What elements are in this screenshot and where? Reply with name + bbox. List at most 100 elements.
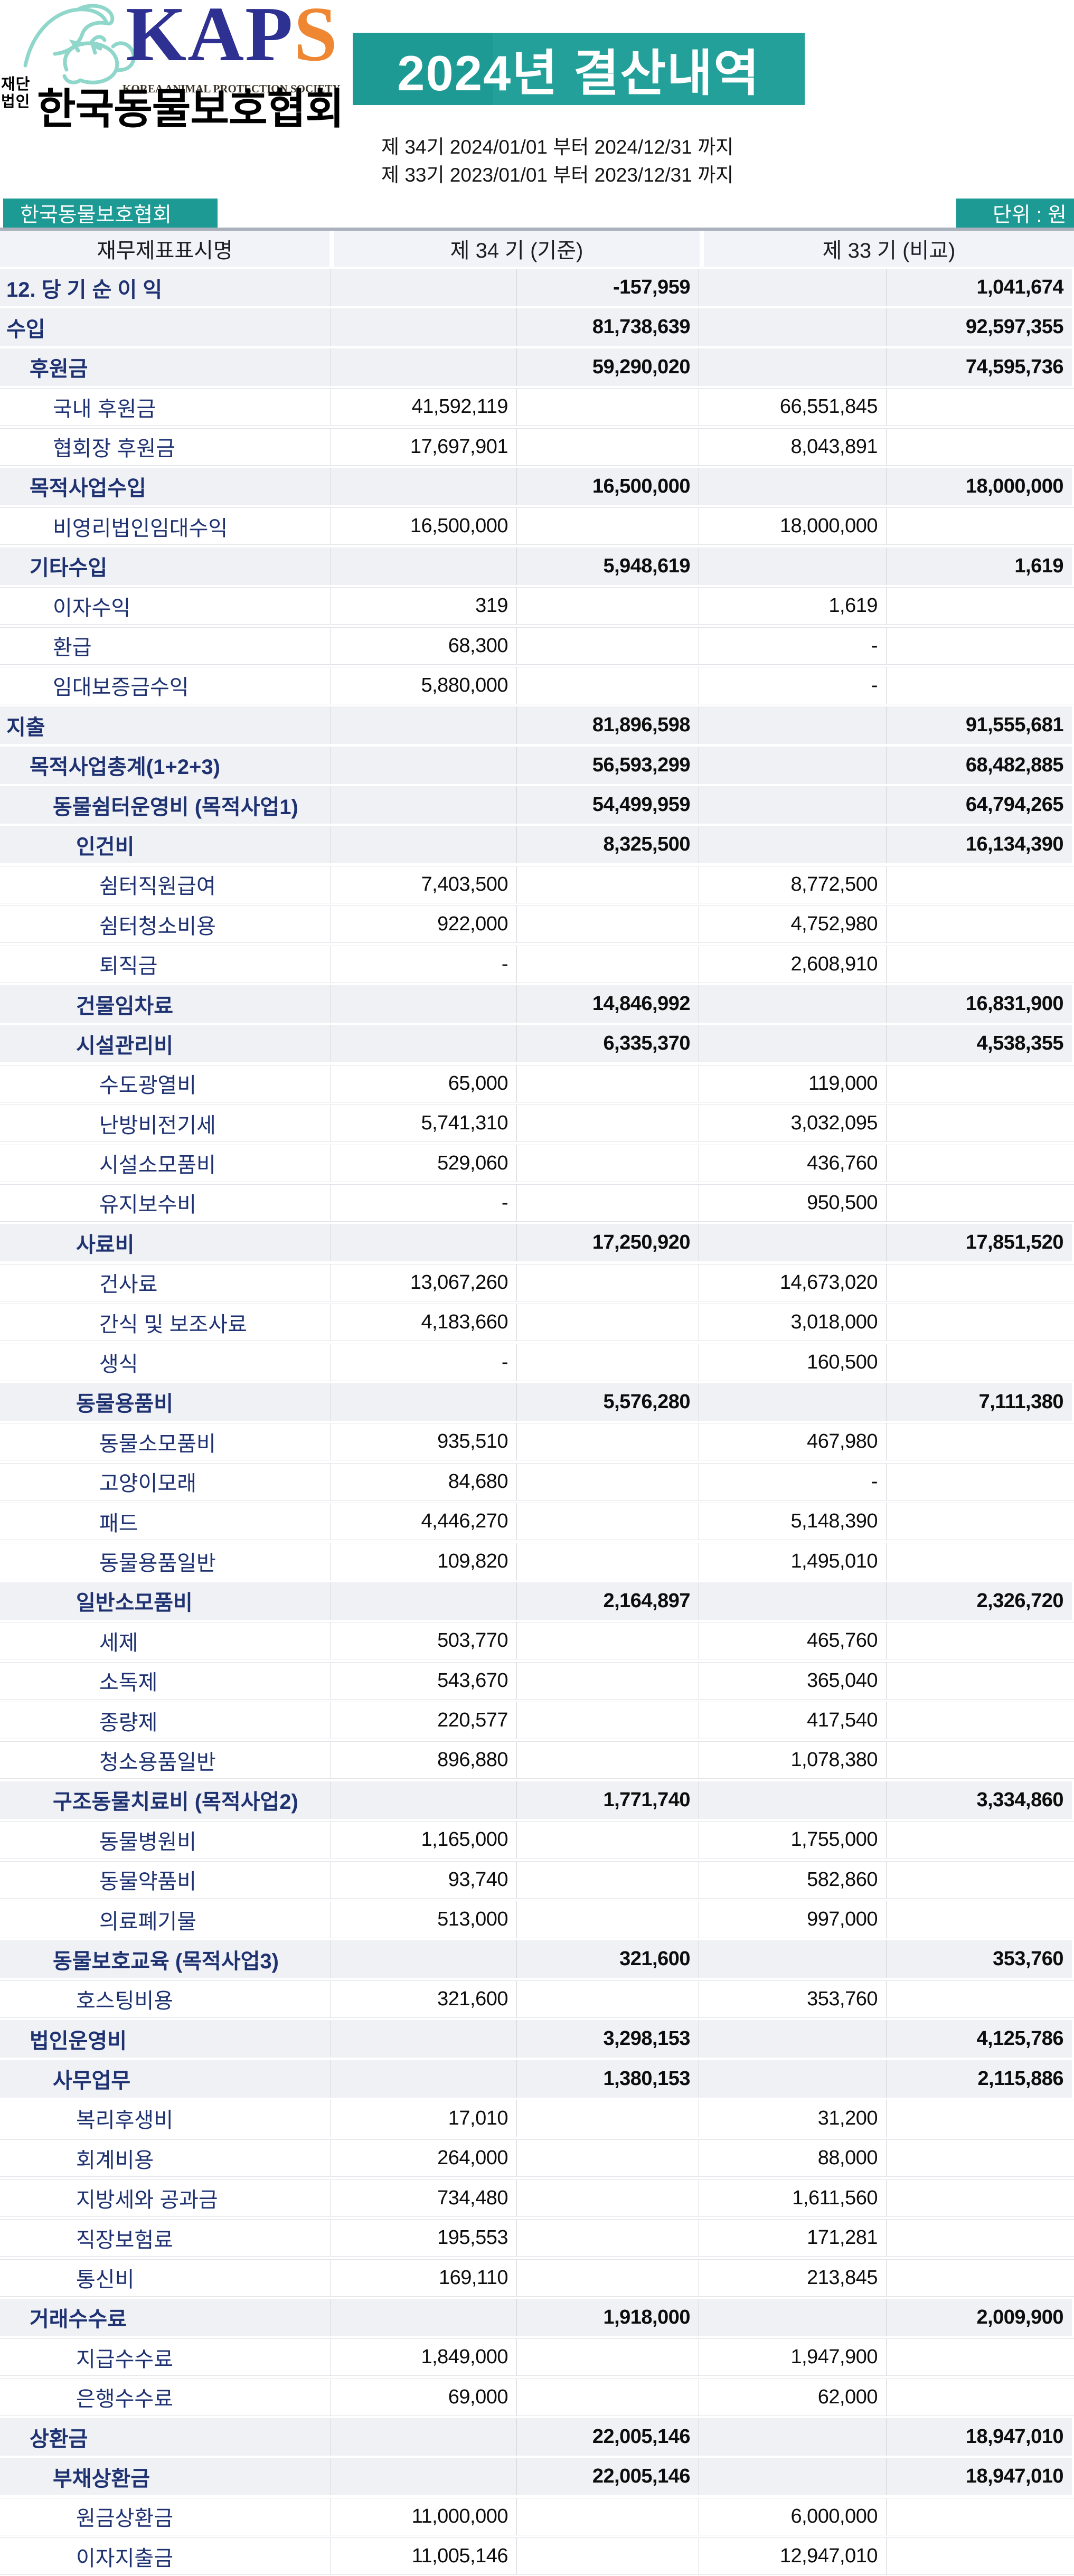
period-33-total-value <box>887 2140 1072 2177</box>
period-33-total-value: 2,115,886 <box>887 2060 1072 2098</box>
row-label: 시설관리비 <box>0 1025 331 1063</box>
entity-prefix: 재단 법인 <box>1 76 30 111</box>
period-33-total-value <box>887 1463 1072 1500</box>
column-header-period-34: 제 34 기 (기준) <box>334 231 700 267</box>
period-33-total-value <box>887 1622 1072 1659</box>
period-33-total-value <box>887 2498 1072 2535</box>
period-34-detail-value <box>331 269 517 306</box>
period-34-total-value <box>517 2140 699 2177</box>
period-33-detail-value: 1,619 <box>699 588 887 625</box>
period-33-detail-value: - <box>699 667 887 704</box>
period-33-total-value: 18,000,000 <box>887 467 1072 505</box>
period-34-total-value <box>517 627 699 664</box>
table-row: 복리후생비 17,010 31,200 <box>0 2099 1074 2137</box>
table-row: 비영리법인임대수익 16,500,000 18,000,000 <box>0 507 1074 545</box>
period-33-total-value: 4,125,786 <box>887 2020 1072 2058</box>
period-33-detail-value: 465,760 <box>699 1622 887 1659</box>
period-34-detail-value: 4,446,270 <box>331 1503 517 1540</box>
period-33-detail-value: 3,032,095 <box>699 1105 887 1142</box>
period-34-detail-value: 5,741,310 <box>331 1105 517 1142</box>
row-label: 12. 당 기 순 이 익 <box>0 269 331 306</box>
period-33-total-value <box>887 389 1072 426</box>
period-33-total-value: 2,326,720 <box>887 1582 1072 1620</box>
table-row: 회계비용 264,000 88,000 <box>0 2139 1074 2177</box>
period-34-detail-value <box>331 786 517 824</box>
period-33-total-value <box>887 946 1072 983</box>
period-33-detail-value <box>699 269 887 306</box>
period-33-detail-value: 8,043,891 <box>699 428 887 465</box>
period-33-total-value: 1,041,674 <box>887 269 1072 306</box>
period-33-detail-value: 119,000 <box>699 1065 887 1102</box>
period-34-total-value: 16,500,000 <box>517 467 699 505</box>
row-label: 구조동물치료비 (목적사업2) <box>0 1781 331 1819</box>
period-33-detail-value: - <box>699 627 887 664</box>
period-34-detail-value: 13,067,260 <box>331 1264 517 1301</box>
period-33-total-value <box>887 1184 1072 1221</box>
period-33-total-value: 92,597,355 <box>887 308 1072 346</box>
period-33-detail-value: 582,860 <box>699 1861 887 1898</box>
period-34-detail-value: 1,165,000 <box>331 1822 517 1858</box>
row-label: 호스팅비용 <box>0 1980 331 2017</box>
table-row: 쉼터직원급여 7,403,500 8,772,500 <box>0 865 1074 903</box>
period-34-detail-value <box>331 1025 517 1063</box>
table-row: 이자지출금 11,005,146 12,947,010 <box>0 2537 1074 2575</box>
period-34-total-value: 22,005,146 <box>517 2458 699 2496</box>
table-row: 상환금 22,005,146 18,947,010 <box>0 2418 1074 2456</box>
period-33-total-value <box>887 1702 1072 1739</box>
row-label: 부채상환금 <box>0 2458 331 2496</box>
period-34-detail-value <box>331 2298 517 2336</box>
period-33-total-value <box>887 2339 1072 2376</box>
period-34-detail-value: 4,183,660 <box>331 1304 517 1341</box>
period-33-total-value <box>887 906 1072 943</box>
period-33-detail-value: 88,000 <box>699 2140 887 2177</box>
period-33-total-value: 16,831,900 <box>887 985 1072 1023</box>
period-33-total-value <box>887 508 1072 545</box>
period-34-detail-value: - <box>331 946 517 983</box>
table-row: 동물용품일반 109,820 1,495,010 <box>0 1542 1074 1580</box>
row-label: 복리후생비 <box>0 2100 331 2137</box>
period-33-total-value <box>887 1822 1072 1858</box>
period-34-detail-value: 195,553 <box>331 2220 517 2257</box>
period-33-total-value <box>887 1662 1072 1699</box>
period-33-detail-value: 353,760 <box>699 1980 887 2017</box>
table-row: 협회장 후원금 17,697,901 8,043,891 <box>0 428 1074 466</box>
period-33-total-value <box>887 1861 1072 1898</box>
period-34-detail-value <box>331 826 517 864</box>
period-33-detail-value: 3,018,000 <box>699 1304 887 1341</box>
table-row: 고양이모래 84,680 - <box>0 1462 1074 1501</box>
unit-badge: 단위 : 원 <box>956 199 1074 228</box>
row-label: 지출 <box>0 706 331 744</box>
period-33-detail-value: 1,495,010 <box>699 1543 887 1580</box>
period-34-total-value <box>517 1344 699 1381</box>
entity-prefix-line1: 재단 <box>1 76 31 93</box>
period-34-detail-value: 220,577 <box>331 1702 517 1739</box>
period-33-detail-value <box>699 826 887 864</box>
period-34-detail-value: - <box>331 1344 517 1381</box>
period-34-detail-value: 5,880,000 <box>331 667 517 704</box>
row-label: 패드 <box>0 1503 331 1540</box>
period-34-total-value <box>517 1901 699 1938</box>
period-33-detail-value <box>699 308 887 346</box>
period-33-detail-value <box>699 2298 887 2336</box>
table-row: 국내 후원금 41,592,119 66,551,845 <box>0 388 1074 426</box>
period-33-total-value <box>887 1423 1072 1460</box>
period-33-detail-value: 171,281 <box>699 2220 887 2257</box>
period-33-detail-value: 66,551,845 <box>699 389 887 426</box>
kaps-letter-s-orange: S <box>294 0 338 78</box>
period-33-detail-value: 8,772,500 <box>699 866 887 903</box>
row-label: 난방비전기세 <box>0 1105 331 1142</box>
table-row: 부채상환금 22,005,146 18,947,010 <box>0 2458 1074 2496</box>
table-row: 소독제 543,670 365,040 <box>0 1662 1074 1700</box>
table-row: 동물병원비 1,165,000 1,755,000 <box>0 1821 1074 1859</box>
period-33-detail-value <box>699 547 887 585</box>
period-34-detail-value <box>331 1940 517 1978</box>
table-row: 통신비 169,110 213,845 <box>0 2259 1074 2297</box>
period-33-detail-value: 1,755,000 <box>699 1822 887 1858</box>
period-33-total-value <box>887 1105 1072 1142</box>
table-row: 패드 4,446,270 5,148,390 <box>0 1503 1074 1541</box>
period-33-total-value <box>887 1901 1072 1938</box>
period-33-detail-value: 1,947,900 <box>699 2339 887 2376</box>
period-33-total-value <box>887 2379 1072 2415</box>
period-33-total-value <box>887 2100 1072 2137</box>
period-34-total-value <box>517 389 699 426</box>
